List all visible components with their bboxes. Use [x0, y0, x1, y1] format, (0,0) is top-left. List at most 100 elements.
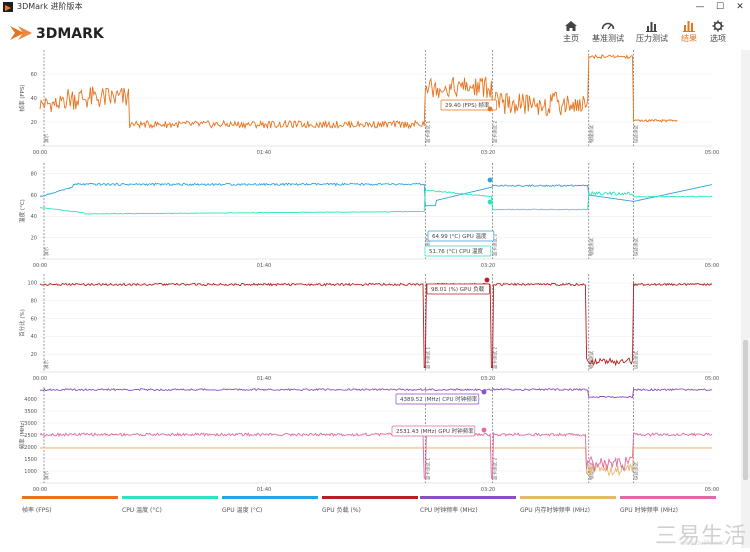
minimize-button[interactable]: — [695, 2, 705, 12]
svg-text:98.01 (%) GPU 负载: 98.01 (%) GPU 负载 [431, 285, 485, 293]
legend-item-label[interactable]: 帧率 (FPS) [22, 507, 52, 514]
y-tick-label: 20 [31, 120, 37, 126]
legend-color-bar[interactable] [620, 496, 716, 499]
nav-stress-tests[interactable]: 压力测试 [634, 18, 670, 50]
y-tick-label: 4000 [24, 397, 37, 403]
cpu-temp-tooltip: 51.76 (°C) CPU 温度 [424, 199, 493, 257]
legend-color-bar[interactable] [322, 496, 418, 499]
nav-benchmarks-label: 基准测试 [592, 34, 624, 43]
time-tick-label: 00:00 [33, 376, 47, 382]
legend-item-label[interactable]: CPU 时钟频率 (MHz) [420, 507, 478, 514]
vertical-scrollbar[interactable] [741, 50, 750, 548]
nav-results[interactable]: 结果 [676, 18, 702, 50]
home-icon [565, 21, 577, 31]
window-title: 3DMark 进阶版本 [17, 2, 83, 11]
gpu-load-series-line [39, 281, 713, 368]
logo-text: 3DMARK [36, 26, 104, 42]
legend-color-bar[interactable] [22, 496, 118, 499]
y-axis-label: 温度 (°C) [18, 199, 26, 223]
app-icon [3, 2, 13, 12]
gauge-icon [601, 22, 615, 30]
y-tick-label: 2500 [24, 433, 37, 439]
legend-item-label[interactable]: CPU 温度 (°C) [122, 507, 162, 514]
segment-marker-label: 显卡测试 2 [491, 234, 498, 256]
legend-item-label[interactable]: GPU 内存时钟频率 (MHz) [520, 507, 590, 514]
time-tick-label: 05:00 [705, 263, 719, 269]
results-monitoring-panel: 20 40 60 帧率 (FPS) 00:00 01:40 03:20 05:00 演示 显卡测试… [0, 50, 740, 548]
y-axis-label: 帧率 (FPS) [18, 84, 26, 111]
nav-options-label: 选项 [710, 34, 726, 43]
svg-text:4389.52 (MHz) CPU 时钟频率: 4389.52 (MHz) CPU 时钟频率 [400, 395, 478, 403]
close-button[interactable]: ✕ [736, 2, 744, 12]
legend-color-bar[interactable] [420, 496, 516, 499]
y-tick-label: 60 [31, 193, 37, 199]
nav-options[interactable]: 选项 [706, 18, 730, 50]
segment-marker-label: 显卡测试 1 [424, 234, 431, 256]
watermark-url: www.3elife.net [680, 540, 725, 547]
y-axis-label: 百分比 (%) [18, 309, 26, 337]
time-tick-label: 01:40 [257, 376, 271, 382]
gpu-mem-clock-series-line [40, 447, 712, 477]
legend-item-label[interactable]: GPU 时钟频率 (MHz) [620, 507, 678, 514]
gpu-clock-tooltip: 2531.43 (MHz) GPU 时钟频率 [391, 425, 487, 437]
gpu-temp-tooltip: 64.99 (°C) GPU 温度 [427, 177, 495, 242]
legend-color-bar[interactable] [222, 496, 318, 499]
cpu-temp-series-line [39, 189, 713, 215]
gpu-temp-series-line [39, 182, 713, 207]
logo-wing-icon [10, 26, 32, 40]
y-tick-label: 40 [31, 214, 37, 220]
time-tick-label: 01:40 [257, 263, 271, 269]
time-tick-label: 00:00 [33, 487, 47, 493]
y-tick-label: 40 [31, 96, 37, 102]
gpu-load-tooltip: 98.01 (%) GPU 负载 [426, 277, 490, 295]
fps-series-line [39, 54, 678, 130]
segment-marker-label: 综合测试 [633, 238, 640, 256]
nav-results-label: 结果 [681, 34, 697, 43]
time-tick-label: 03:20 [481, 263, 495, 269]
time-tick-label: 03:20 [481, 376, 495, 382]
segment-marker-label: 显卡测试 2 [491, 121, 498, 143]
gpu-clock-series-line [39, 432, 713, 479]
y-tick-label: 40 [31, 334, 37, 340]
segment-marker-label: 演示 [43, 134, 50, 143]
cpu-clock-tooltip: 4389.52 (MHz) CPU 时钟频率 [395, 389, 487, 405]
y-tick-label: 80 [31, 299, 37, 305]
maximize-button[interactable]: ☐ [715, 2, 725, 12]
segment-marker-label: 演示 [43, 471, 50, 480]
time-tick-label: 05:00 [705, 150, 719, 156]
segment-marker-label: 显卡测试 1 [424, 458, 431, 480]
bar-chart-icon [646, 22, 657, 32]
time-tick-label: 01:40 [257, 150, 271, 156]
svg-text:51.76 (°C) CPU 温度: 51.76 (°C) CPU 温度 [429, 247, 484, 255]
nav-home-label: 主页 [563, 34, 579, 43]
legend-item-label[interactable]: GPU 负载 (%) [322, 507, 361, 514]
scrollbar-thumb[interactable] [743, 340, 748, 480]
y-tick-label: 2000 [24, 445, 37, 451]
segment-marker-label: 演示 [43, 247, 50, 256]
fps-tooltip: 29.40 (FPS) 帧率 [440, 99, 497, 112]
legend-item-label[interactable]: GPU 温度 (°C) [222, 507, 263, 514]
segment-marker-label: 演示 [43, 360, 50, 369]
svg-text:2531.43 (MHz) GPU 时钟频率: 2531.43 (MHz) GPU 时钟频率 [396, 427, 474, 435]
y-tick-label: 100 [27, 281, 37, 287]
nav-stress-tests-label: 压力测试 [636, 34, 668, 43]
time-tick-label: 03:20 [481, 487, 495, 493]
y-tick-label: 3500 [24, 409, 37, 415]
watermark: 三易生活 [655, 524, 748, 549]
title-bar: 3DMark 进阶版本 — ☐ ✕ [0, 0, 750, 15]
time-tick-label: 00:00 [33, 150, 47, 156]
y-axis-label: 频率 (MHz) [18, 421, 26, 450]
segment-marker-label: 显卡测试 2 [491, 347, 498, 369]
segment-marker-label: 综合测试 [633, 462, 640, 480]
nav-benchmarks[interactable]: 基准测试 [590, 18, 626, 50]
y-tick-label: 1000 [24, 469, 37, 475]
y-tick-label: 3000 [24, 421, 37, 427]
time-tick-label: 01:40 [257, 487, 271, 493]
nav-home[interactable]: 主页 [558, 18, 584, 50]
segment-marker-label: 综合测试 [633, 125, 640, 143]
segment-marker-label: 物理测试 [588, 351, 595, 369]
legend-color-bar[interactable] [520, 496, 616, 499]
svg-text:64.99 (°C) GPU 温度: 64.99 (°C) GPU 温度 [432, 232, 487, 240]
segment-marker-label: 显卡测试 2 [491, 458, 498, 480]
legend-color-bar[interactable] [122, 496, 218, 499]
